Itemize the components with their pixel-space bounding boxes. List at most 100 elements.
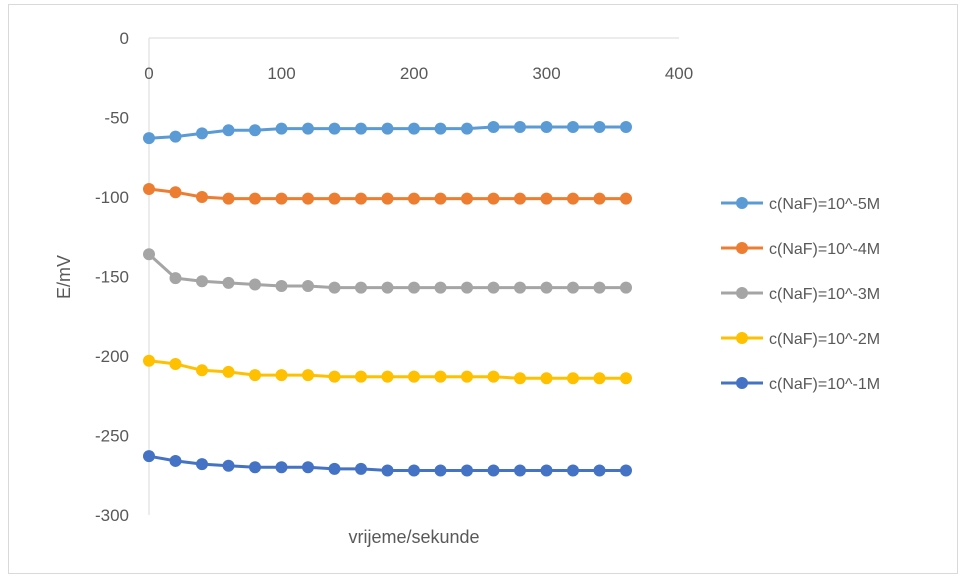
legend-label: c(NaF)=10^-5M [769, 196, 880, 213]
data-point [355, 122, 367, 135]
series-5 [143, 450, 632, 477]
legend-item: c(NaF)=10^-5M [721, 196, 880, 213]
data-point [302, 369, 314, 382]
data-point [222, 276, 235, 289]
legend: c(NaF)=10^-5M c(NaF)=10^-4M c(NaF)=10^-3M c… [721, 196, 880, 393]
series-2 [143, 183, 632, 205]
x-tick-label: 300 [532, 64, 560, 83]
data-point [593, 121, 606, 134]
x-tick-label: 200 [400, 64, 428, 83]
data-point [487, 121, 500, 134]
data-point [381, 281, 394, 294]
x-tick-label: 0 [144, 64, 153, 83]
data-point [355, 281, 367, 294]
y-tick-label: -200 [95, 347, 129, 366]
data-point [328, 281, 341, 294]
data-point [434, 122, 447, 135]
data-point [540, 192, 553, 205]
data-point [275, 369, 288, 382]
data-point [593, 464, 606, 477]
data-point [222, 459, 235, 472]
legend-label: c(NaF)=10^-2M [769, 331, 880, 348]
data-point [461, 281, 473, 294]
data-point [593, 372, 606, 385]
data-point [328, 122, 341, 135]
data-point [434, 370, 447, 383]
legend-item: c(NaF)=10^-3M [721, 286, 880, 303]
data-point [328, 370, 341, 383]
y-tick-label: -300 [95, 506, 129, 525]
data-point [196, 364, 208, 377]
data-point [567, 281, 579, 294]
data-point [540, 464, 553, 477]
legend-marker [736, 197, 748, 209]
data-point [487, 464, 500, 477]
data-point [514, 372, 526, 385]
data-point [381, 122, 394, 135]
data-point [461, 192, 473, 205]
data-point [169, 357, 182, 370]
data-point [408, 281, 420, 294]
legend-label: c(NaF)=10^-4M [769, 241, 880, 258]
data-point [249, 192, 261, 205]
data-point [143, 183, 155, 196]
data-point [408, 192, 420, 205]
data-point [434, 464, 447, 477]
data-point [249, 369, 261, 382]
data-point [620, 464, 632, 477]
data-point [381, 464, 394, 477]
legend-marker [736, 332, 748, 344]
data-point [514, 192, 526, 205]
data-point [143, 132, 155, 145]
data-point [355, 370, 367, 383]
chart-area: 0 -50 -100 -150 -200 -250 -300 0 100 200 300 400 v… [8, 4, 958, 574]
data-point [487, 370, 500, 383]
data-point [408, 122, 420, 135]
y-tick-label: -100 [95, 188, 129, 207]
data-point [567, 121, 579, 134]
data-point [143, 450, 155, 463]
data-point [461, 464, 473, 477]
data-point [567, 464, 579, 477]
data-point [275, 280, 288, 293]
x-axis-ticks: 0 100 200 300 400 [144, 64, 693, 83]
data-point [620, 121, 632, 134]
data-point [222, 192, 235, 205]
data-point [434, 192, 447, 205]
data-point [302, 280, 314, 293]
series-1 [143, 121, 632, 145]
data-point [275, 122, 288, 135]
x-axis-title: vrijeme/sekunde [348, 527, 479, 547]
legend-item: c(NaF)=10^-1M [721, 376, 880, 393]
series-group [143, 121, 632, 477]
data-point [328, 462, 341, 475]
y-axis-ticks: 0 -50 -100 -150 -200 -250 -300 [95, 29, 129, 525]
data-point [196, 127, 208, 140]
y-tick-label: -50 [104, 109, 129, 128]
data-point [196, 458, 208, 471]
data-point [620, 192, 632, 205]
legend-item: c(NaF)=10^-4M [721, 241, 880, 258]
y-tick-label: 0 [120, 29, 129, 48]
data-point [249, 461, 261, 474]
data-point [381, 370, 394, 383]
legend-label: c(NaF)=10^-3M [769, 286, 880, 303]
data-point [249, 124, 261, 137]
data-point [540, 121, 553, 134]
data-point [514, 121, 526, 134]
legend-item: c(NaF)=10^-2M [721, 331, 880, 348]
data-point [540, 372, 553, 385]
data-point [143, 248, 155, 261]
data-point [222, 124, 235, 137]
series-4 [143, 354, 632, 385]
data-point [143, 354, 155, 367]
legend-marker [736, 377, 748, 389]
legend-marker [736, 287, 748, 299]
x-tick-label: 400 [665, 64, 693, 83]
data-point [487, 281, 500, 294]
data-point [461, 122, 473, 135]
data-point [355, 462, 367, 475]
data-point [222, 365, 235, 378]
data-point [408, 370, 420, 383]
data-point [302, 461, 314, 474]
